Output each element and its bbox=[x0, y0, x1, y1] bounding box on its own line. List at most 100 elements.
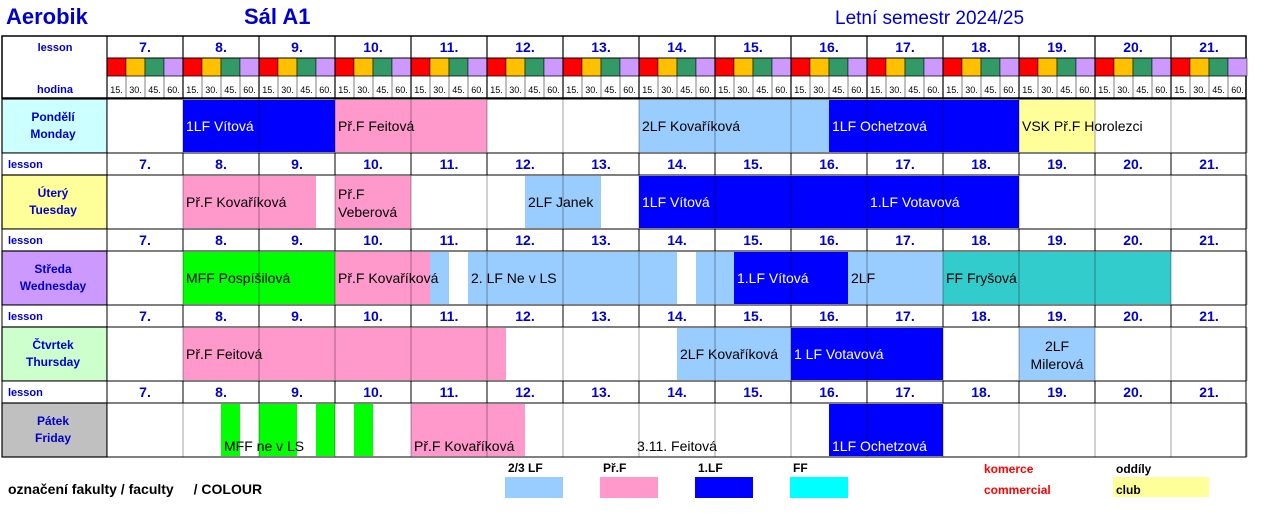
hall-name: Sál A1 bbox=[244, 4, 311, 29]
legend-commerce: komerce bbox=[984, 462, 1034, 476]
schedule-block bbox=[430, 252, 449, 304]
block-label: 2LF Janek bbox=[528, 194, 594, 210]
quarter-color-cell bbox=[220, 57, 241, 77]
quarter-color-cell bbox=[144, 57, 165, 77]
quarter-color-cell bbox=[1094, 57, 1115, 77]
header-lesson-number: 8. bbox=[215, 39, 227, 55]
day-name-cz: Čtvrtek bbox=[32, 337, 74, 352]
quarter-color-cell bbox=[980, 57, 1001, 77]
legend-caption-text: označení fakulty / faculty bbox=[8, 481, 174, 497]
lesson-strip-number: 11. bbox=[440, 156, 459, 172]
quarter-color-cell bbox=[1037, 57, 1058, 77]
schedule-block bbox=[1019, 328, 1095, 380]
quarter-minute-label: 45. bbox=[680, 85, 693, 95]
quarter-minute-label: 60. bbox=[395, 85, 408, 95]
quarter-color-cell bbox=[923, 57, 944, 77]
quarter-minute-label: 60. bbox=[243, 85, 256, 95]
quarter-color-cell bbox=[752, 57, 773, 77]
quarter-color-cell bbox=[695, 57, 716, 77]
quarter-minute-label: 60. bbox=[471, 85, 484, 95]
quarter-minute-label: 30. bbox=[129, 85, 142, 95]
block-label: Př.F Kovaříková bbox=[414, 438, 515, 454]
lesson-strip-number: 10. bbox=[363, 232, 382, 248]
quarter-minute-label: 45. bbox=[148, 85, 161, 95]
lesson-strip-number: 14. bbox=[667, 384, 686, 400]
quarter-color-cell bbox=[448, 57, 469, 77]
quarter-minute-label: 15. bbox=[1098, 85, 1111, 95]
schedule-block bbox=[677, 328, 791, 380]
quarter-color-cell bbox=[1208, 57, 1229, 77]
block-label: MFF ne v LS bbox=[224, 438, 304, 454]
lesson-strip-number: 9. bbox=[291, 232, 303, 248]
quarter-color-cell bbox=[1113, 57, 1134, 77]
schedule-block bbox=[335, 176, 411, 228]
quarter-color-cell bbox=[106, 57, 127, 77]
day-name-en: Friday bbox=[35, 431, 71, 445]
legend-item-swatch bbox=[695, 477, 753, 498]
quarter-minute-label: 60. bbox=[927, 85, 940, 95]
lesson-strip-number: 11. bbox=[440, 384, 459, 400]
quarter-color-cell bbox=[543, 57, 564, 77]
header-lesson-number: 15. bbox=[743, 39, 762, 55]
lesson-strip-label: lesson bbox=[8, 387, 43, 399]
lesson-strip-number: 9. bbox=[291, 156, 303, 172]
lesson-strip-number: 7. bbox=[139, 308, 151, 324]
schedule-block bbox=[259, 100, 335, 152]
lesson-strip-number: 9. bbox=[291, 308, 303, 324]
quarter-color-cell bbox=[258, 57, 279, 77]
day-label-cell bbox=[1, 326, 108, 382]
quarter-minute-label: 30. bbox=[205, 85, 218, 95]
legend-item-label: FF bbox=[793, 461, 808, 475]
quarter-minute-label: 30. bbox=[1117, 85, 1130, 95]
quarter-minute-label: 30. bbox=[737, 85, 750, 95]
quarter-color-cell bbox=[372, 57, 393, 77]
quarter-color-cell bbox=[828, 57, 849, 77]
lesson-strip-number: 20. bbox=[1123, 384, 1142, 400]
day-name-cz: Středa bbox=[34, 262, 72, 276]
lesson-strip-number: 14. bbox=[667, 308, 686, 324]
quarter-color-cell bbox=[866, 57, 887, 77]
quarter-minute-label: 30. bbox=[509, 85, 522, 95]
block-label: 2LF bbox=[1045, 338, 1069, 354]
quarter-minute-label: 45. bbox=[832, 85, 845, 95]
schedule-block bbox=[639, 100, 829, 152]
lesson-strip-number: 18. bbox=[971, 308, 990, 324]
lesson-strip-number: 12. bbox=[515, 232, 534, 248]
quarter-color-cell bbox=[847, 57, 868, 77]
schedule-block bbox=[259, 404, 297, 456]
legend-item-swatch bbox=[505, 477, 563, 498]
quarter-minute-label: 15. bbox=[490, 85, 503, 95]
lesson-strip-number: 18. bbox=[971, 156, 990, 172]
quarter-minute-label: 15. bbox=[946, 85, 959, 95]
quarter-minute-label: 60. bbox=[1079, 85, 1092, 95]
lesson-strip-number: 7. bbox=[139, 232, 151, 248]
quarter-minute-label: 60. bbox=[1003, 85, 1016, 95]
day-name-en: Tuesday bbox=[29, 203, 77, 217]
quarter-color-cell bbox=[904, 57, 925, 77]
block-label: Př.F Feitová bbox=[186, 346, 262, 362]
schedule-block bbox=[221, 404, 240, 456]
lesson-strip-number: 11. bbox=[440, 232, 459, 248]
schedule-block bbox=[829, 100, 943, 152]
quarter-color-cell bbox=[638, 57, 659, 77]
quarter-minute-label: 60. bbox=[851, 85, 864, 95]
lesson-strip-number: 19. bbox=[1047, 384, 1066, 400]
lesson-strip-number: 8. bbox=[215, 384, 227, 400]
block-label: Př.F Feitová bbox=[338, 118, 414, 134]
block-label: 2LF bbox=[851, 270, 875, 286]
day-label-cell bbox=[1, 402, 108, 458]
block-label: MFF Pospíšilová bbox=[186, 270, 290, 286]
legend-clubs: oddíly bbox=[1116, 462, 1152, 476]
lesson-strip-number: 13. bbox=[591, 156, 610, 172]
block-label: 1 LF Votavová bbox=[794, 346, 884, 362]
quarter-color-cell bbox=[239, 57, 260, 77]
quarter-color-cell bbox=[600, 57, 621, 77]
header-lesson-number: 19. bbox=[1047, 39, 1066, 55]
quarter-color-cell bbox=[410, 57, 431, 77]
schedule-block bbox=[1019, 100, 1095, 152]
title-bar: Aerobik Sál A1 Letní semestr 2024/25 bbox=[0, 0, 1264, 36]
quarter-color-cell bbox=[619, 57, 640, 77]
lesson-strip-number: 15. bbox=[743, 384, 762, 400]
lesson-strip-number: 19. bbox=[1047, 156, 1066, 172]
